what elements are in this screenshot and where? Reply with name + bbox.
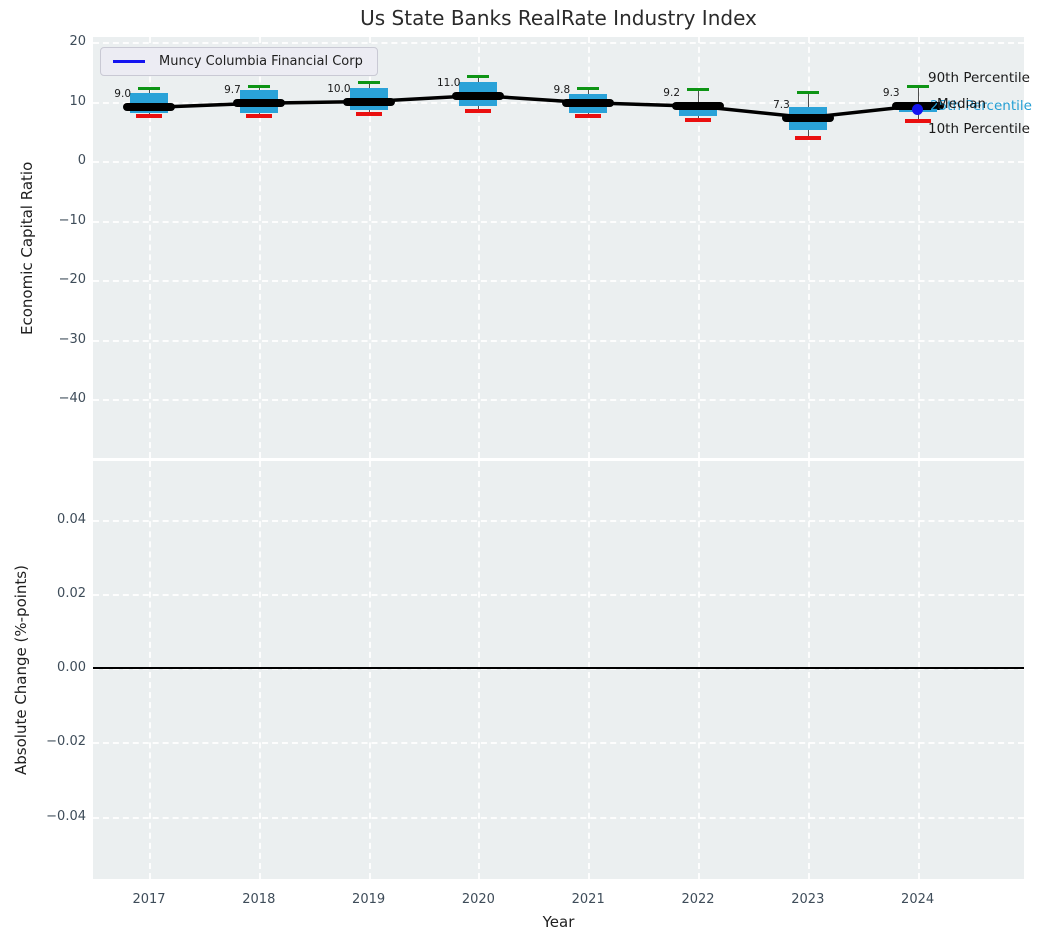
bottom-y-tick-label: 0.00 <box>57 660 86 675</box>
legend-line-swatch <box>113 60 145 63</box>
cap-10th-2019 <box>355 111 382 116</box>
gridline-horizontal <box>93 399 1024 401</box>
median-value-label-2018: 9.7 <box>224 84 241 97</box>
cap-10th-2017 <box>136 113 162 118</box>
gridline-horizontal <box>93 593 1024 596</box>
annotation-median: Median <box>937 96 987 112</box>
annotation-90th-percentile: 90th Percentile <box>928 70 1030 86</box>
gridline-horizontal <box>93 742 1024 745</box>
cap-10th-2018 <box>245 114 272 119</box>
median-bar-2021 <box>562 98 615 107</box>
x-tick-label: 2018 <box>242 892 276 907</box>
gridline-horizontal <box>93 816 1024 819</box>
x-tick-label: 2020 <box>461 892 495 907</box>
bottom-y-tick-label: −0.04 <box>46 808 86 824</box>
median-bar-2018 <box>232 99 285 108</box>
top-y-tick-label: −40 <box>58 391 86 406</box>
gridline-horizontal <box>93 519 1024 522</box>
top-y-tick-label: 20 <box>69 34 86 49</box>
median-annotation-leader <box>922 101 938 109</box>
gridline-vertical <box>149 461 151 879</box>
gridline-vertical <box>917 461 920 879</box>
median-value-label-2024: 9.3 <box>882 86 900 99</box>
median-value-label-2019: 10.0 <box>327 82 351 95</box>
x-tick-label: 2024 <box>901 892 935 907</box>
x-axis-label: Year <box>542 913 575 931</box>
annotation-25th-percentile: 25th Percentile <box>930 98 1032 114</box>
legend-entry-label: Muncy Columbia Financial Corp <box>159 54 363 69</box>
gridline-horizontal <box>93 668 1024 670</box>
gridline-vertical <box>258 461 261 879</box>
bottom-plot-area <box>93 461 1024 879</box>
gridline-horizontal <box>93 280 1024 282</box>
top-y-tick-label: 10 <box>69 93 86 109</box>
gridline-vertical <box>368 37 371 458</box>
median-bar-2019 <box>342 97 395 106</box>
median-bar-2017 <box>123 103 175 112</box>
x-tick-label: 2019 <box>352 892 386 907</box>
annotation-10th-percentile: 10th Percentile <box>928 121 1030 137</box>
cap-90th-2018 <box>247 84 270 88</box>
cap-10th-2021 <box>575 114 602 119</box>
median-value-label-2021: 9.8 <box>553 83 571 96</box>
cap-10th-2024 <box>904 118 931 123</box>
median-value-label-2020: 11.0 <box>437 76 461 89</box>
legend: Muncy Columbia Financial Corp <box>100 47 378 76</box>
median-bar-2020 <box>452 91 505 100</box>
bottom-y-tick-label: 0.04 <box>57 511 86 527</box>
cap-90th-2021 <box>577 86 600 90</box>
gridline-vertical <box>807 37 810 458</box>
median-bar-2023 <box>781 113 834 122</box>
cap-10th-2023 <box>794 136 821 141</box>
cap-10th-2022 <box>685 117 711 122</box>
top-y-tick-label: 0 <box>77 153 86 168</box>
gridline-vertical <box>478 461 481 879</box>
gridline-horizontal <box>93 220 1024 223</box>
median-bar-2022 <box>672 102 724 111</box>
cap-10th-2020 <box>465 109 492 114</box>
x-tick-label: 2022 <box>681 892 715 907</box>
x-tick-label: 2017 <box>132 892 166 907</box>
gridline-vertical <box>807 461 810 879</box>
gridline-vertical <box>698 461 700 879</box>
cap-90th-2024 <box>906 85 929 89</box>
gridline-horizontal <box>93 42 1024 44</box>
cap-90th-2017 <box>138 86 160 90</box>
cap-90th-2019 <box>357 80 380 84</box>
x-tick-label: 2021 <box>571 892 605 907</box>
cap-90th-2020 <box>467 75 490 78</box>
top-plot-area: 9.0 9.7 10.0 11.0 9.8 9.2 7.3 9.3 <box>93 37 1024 458</box>
gridline-horizontal <box>93 161 1024 163</box>
bottom-y-tick-label: −0.02 <box>46 734 86 750</box>
gridline-vertical <box>588 37 591 458</box>
cap-90th-2022 <box>687 87 709 91</box>
top-y-tick-label: −20 <box>58 272 86 287</box>
gridline-vertical <box>698 37 700 458</box>
zero-line <box>93 667 1024 669</box>
cap-90th-2023 <box>796 91 819 95</box>
gridline-vertical <box>917 37 920 458</box>
gridline-vertical <box>368 461 371 879</box>
top-y-tick-label: −30 <box>58 331 86 347</box>
median-value-label-2017: 9.0 <box>114 88 131 101</box>
bottom-y-tick-label: 0.02 <box>57 585 86 601</box>
company-data-point-2024 <box>912 103 924 115</box>
gridline-horizontal <box>93 339 1024 342</box>
median-value-label-2023: 7.3 <box>773 98 790 111</box>
median-value-label-2022: 9.2 <box>663 87 680 100</box>
chart-title: Us State Banks RealRate Industry Index <box>360 6 757 30</box>
top-y-tick-label: −10 <box>58 212 86 228</box>
gridline-vertical <box>149 37 151 458</box>
gridline-vertical <box>588 461 591 879</box>
x-tick-label: 2023 <box>791 892 825 907</box>
gridline-vertical <box>258 37 261 458</box>
gridline-vertical <box>478 37 481 458</box>
